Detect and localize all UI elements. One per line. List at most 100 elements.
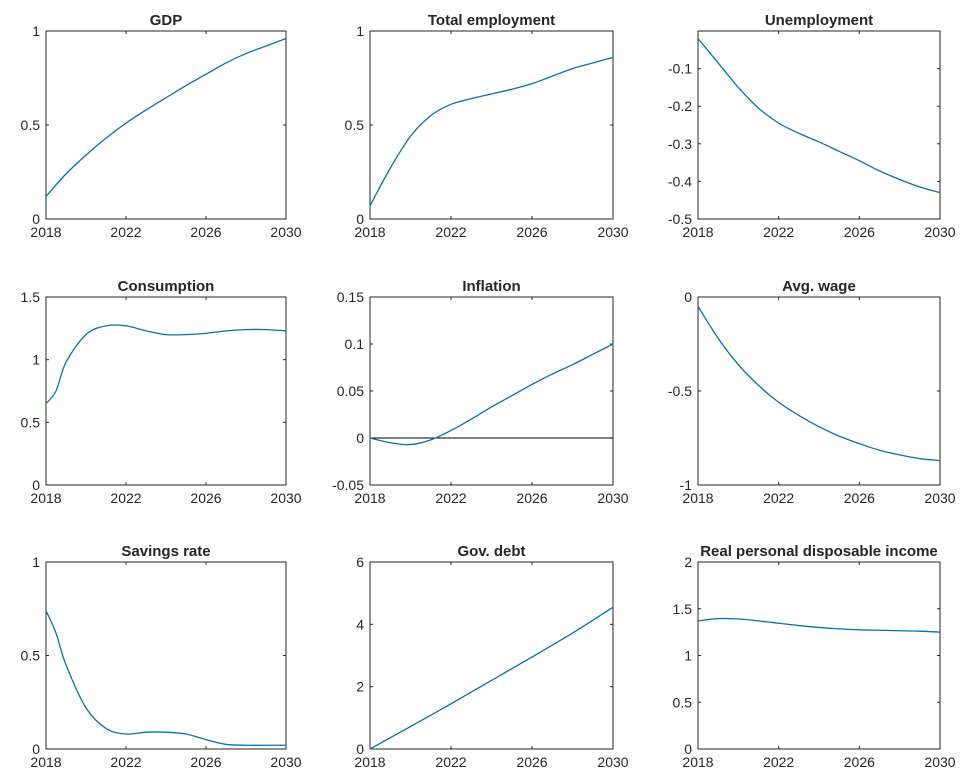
y-tick-label: 0.05 (337, 383, 364, 399)
subplot-5: Avg. wage 2018 2022 2026 2030 -1 -0.5 0 (668, 278, 956, 506)
x-tick-label: 2022 (435, 224, 466, 240)
series-line (369, 343, 614, 446)
y-tick-label: 0 (32, 211, 40, 227)
subplot-title: Consumption (118, 278, 215, 295)
y-tick-label: 1 (684, 648, 692, 664)
x-tick-label: 2018 (682, 754, 713, 770)
axes-box (697, 561, 941, 750)
y-tick-label: 1.5 (21, 289, 41, 305)
axes-box (369, 561, 614, 750)
subplot-8: Real personal disposable income 2018 2022 2… (673, 543, 956, 770)
y-tick-label: -0.5 (668, 211, 692, 227)
y-tick-label: 0.5 (673, 694, 693, 710)
axes-box (369, 296, 614, 486)
subplot-7: Gov. debt 2018 2022 2026 2030 0 2 4 6 (354, 543, 628, 770)
x-tick-label: 2018 (354, 754, 385, 770)
series-line (369, 56, 614, 207)
x-tick-label: 2026 (190, 754, 221, 770)
y-tick-label: 1.5 (673, 601, 693, 617)
subplot-title: Avg. wage (782, 278, 856, 295)
subplot-title: Real personal disposable income (700, 543, 938, 560)
y-tick-label: -0.1 (668, 61, 692, 77)
x-tick-label: 2018 (682, 224, 713, 240)
y-tick-label: 0.5 (21, 117, 41, 133)
x-tick-label: 2022 (435, 754, 466, 770)
series-line (45, 324, 287, 404)
y-tick-label: 1 (32, 23, 40, 39)
x-tick-label: 2022 (110, 224, 141, 240)
axes-box (697, 296, 941, 486)
x-tick-label: 2026 (844, 490, 875, 506)
axes-box (45, 561, 287, 750)
x-tick-label: 2030 (270, 224, 301, 240)
subplot-0: GDP 2018 2022 2026 2030 0 0.5 1 (21, 12, 302, 240)
x-tick-label: 2018 (354, 490, 385, 506)
subplot-title: Unemployment (765, 12, 873, 29)
y-tick-label: -0.05 (332, 477, 364, 493)
y-tick-label: 1 (32, 554, 40, 570)
subplot-4: Inflation 2018 2022 2026 2030 -0.05 0 0.05 0.1 0.… (332, 278, 629, 506)
series-line (45, 610, 286, 746)
y-tick-label: 0 (356, 211, 364, 227)
x-tick-label: 2018 (682, 490, 713, 506)
y-tick-label: 0 (356, 430, 364, 446)
y-tick-label: 2 (684, 554, 692, 570)
y-tick-label: 0.1 (345, 336, 365, 352)
x-tick-label: 2026 (516, 224, 547, 240)
x-tick-label: 2026 (190, 224, 221, 240)
x-tick-label: 2026 (844, 754, 875, 770)
x-tick-label: 2030 (270, 490, 301, 506)
y-tick-label: 0.5 (21, 648, 41, 664)
y-tick-label: -0.5 (668, 383, 692, 399)
x-tick-label: 2022 (763, 224, 794, 240)
x-tick-label: 2018 (30, 224, 61, 240)
series-line (697, 617, 941, 633)
x-tick-label: 2022 (110, 490, 141, 506)
y-tick-label: 2 (356, 679, 364, 695)
x-tick-label: 2026 (516, 754, 547, 770)
y-tick-label: 0 (32, 477, 40, 493)
x-tick-label: 2022 (435, 490, 466, 506)
y-tick-label: 1 (32, 352, 40, 368)
y-tick-label: 0 (32, 741, 40, 757)
y-tick-label: -0.3 (668, 136, 692, 152)
axes-box (369, 30, 614, 220)
x-tick-label: 2030 (597, 754, 628, 770)
series-line (697, 306, 941, 462)
x-tick-label: 2030 (924, 754, 955, 770)
x-tick-label: 2018 (354, 224, 385, 240)
subplot-1: Total employment 2018 2022 2026 2030 0 0.5 1 (345, 12, 629, 240)
y-tick-label: -1 (680, 477, 693, 493)
series-line (45, 37, 287, 197)
axes-box (45, 30, 287, 220)
x-tick-label: 2018 (30, 490, 61, 506)
x-tick-label: 2030 (597, 490, 628, 506)
axes-box (697, 30, 941, 220)
y-tick-label: 0.5 (345, 117, 365, 133)
x-tick-label: 2022 (763, 754, 794, 770)
y-tick-label: -0.4 (668, 173, 692, 189)
y-tick-label: -0.2 (668, 98, 692, 114)
subplot-title: Total employment (428, 12, 555, 29)
subplot-3: Consumption 2018 2022 2026 2030 0 0.5 1 1.5 (21, 278, 302, 506)
axes-box (45, 296, 287, 486)
y-tick-label: 1 (356, 23, 364, 39)
subplot-title: Gov. debt (457, 543, 525, 560)
x-tick-label: 2022 (763, 490, 794, 506)
x-tick-label: 2026 (190, 490, 221, 506)
subplot-title: Savings rate (121, 543, 210, 560)
subplot-6: Savings rate 2018 2022 2026 2030 0 0.5 1 (21, 543, 302, 770)
y-tick-label: 6 (356, 554, 364, 570)
series-line (697, 38, 941, 194)
subplot-title: Inflation (462, 278, 520, 295)
x-tick-label: 2030 (597, 224, 628, 240)
y-tick-label: 0 (356, 741, 364, 757)
y-tick-label: 4 (356, 616, 364, 632)
y-tick-label: 0.5 (21, 414, 41, 430)
series-line (369, 606, 614, 750)
x-tick-label: 2026 (844, 224, 875, 240)
y-tick-label: 0.15 (337, 289, 364, 305)
x-tick-label: 2026 (516, 490, 547, 506)
subplot-2: Unemployment 2018 2022 2026 2030 -0.5 -0.4 -0.3… (668, 12, 956, 240)
